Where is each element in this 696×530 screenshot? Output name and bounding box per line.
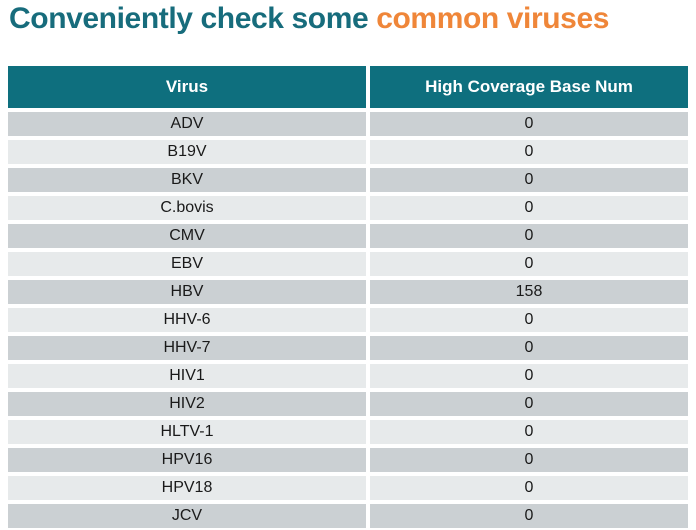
virus-name-cell: HBV (8, 280, 366, 304)
coverage-value-cell: 0 (370, 168, 688, 192)
coverage-value-cell: 0 (370, 420, 688, 444)
virus-name-cell: HIV2 (8, 392, 366, 416)
table-row: HLTV-1 0 (8, 420, 688, 444)
table-row: HIV2 0 (8, 392, 688, 416)
table-row: EBV 0 (8, 252, 688, 276)
virus-name-cell: HHV-6 (8, 308, 366, 332)
table-row: HPV16 0 (8, 448, 688, 472)
virus-name-cell: HLTV-1 (8, 420, 366, 444)
coverage-value-cell: 0 (370, 308, 688, 332)
virus-name-cell: HPV18 (8, 476, 366, 500)
coverage-value-cell: 0 (370, 504, 688, 528)
virus-table: Virus High Coverage Base Num ADV 0 B19V … (8, 66, 688, 528)
coverage-value-cell: 0 (370, 336, 688, 360)
virus-name-cell: B19V (8, 140, 366, 164)
table-row: ADV 0 (8, 112, 688, 136)
page-title-highlight: common viruses (376, 2, 610, 35)
table-row: HHV-6 0 (8, 308, 688, 332)
coverage-value-cell: 0 (370, 364, 688, 388)
table-row: HBV 158 (8, 280, 688, 304)
virus-name-cell: CMV (8, 224, 366, 248)
virus-name-cell: EBV (8, 252, 366, 276)
table-row: HPV18 0 (8, 476, 688, 500)
coverage-value-cell: 0 (370, 448, 688, 472)
coverage-value-cell: 0 (370, 224, 688, 248)
coverage-value-cell: 0 (370, 196, 688, 220)
virus-name-cell: ADV (8, 112, 366, 136)
column-header-high-coverage-base-num: High Coverage Base Num (370, 66, 688, 108)
virus-name-cell: JCV (8, 504, 366, 528)
column-header-virus: Virus (8, 66, 366, 108)
table-row: CMV 0 (8, 224, 688, 248)
coverage-value-cell: 0 (370, 140, 688, 164)
virus-table-header-row: Virus High Coverage Base Num (8, 66, 688, 108)
page-title-main: Conveniently check some (9, 2, 377, 35)
virus-table-body: ADV 0 B19V 0 BKV 0 C.bovis 0 CMV 0 EBV 0… (8, 112, 688, 528)
coverage-value-cell: 0 (370, 252, 688, 276)
table-row: HIV1 0 (8, 364, 688, 388)
table-row: BKV 0 (8, 168, 688, 192)
coverage-value-cell: 0 (370, 392, 688, 416)
virus-name-cell: C.bovis (8, 196, 366, 220)
table-row: JCV 0 (8, 504, 688, 528)
virus-name-cell: BKV (8, 168, 366, 192)
table-row: C.bovis 0 (8, 196, 688, 220)
virus-name-cell: HHV-7 (8, 336, 366, 360)
table-row: HHV-7 0 (8, 336, 688, 360)
table-row: B19V 0 (8, 140, 688, 164)
coverage-value-cell: 158 (370, 280, 688, 304)
page-title: Conveniently check some common viruses (9, 1, 609, 37)
coverage-value-cell: 0 (370, 112, 688, 136)
coverage-value-cell: 0 (370, 476, 688, 500)
virus-name-cell: HPV16 (8, 448, 366, 472)
virus-name-cell: HIV1 (8, 364, 366, 388)
